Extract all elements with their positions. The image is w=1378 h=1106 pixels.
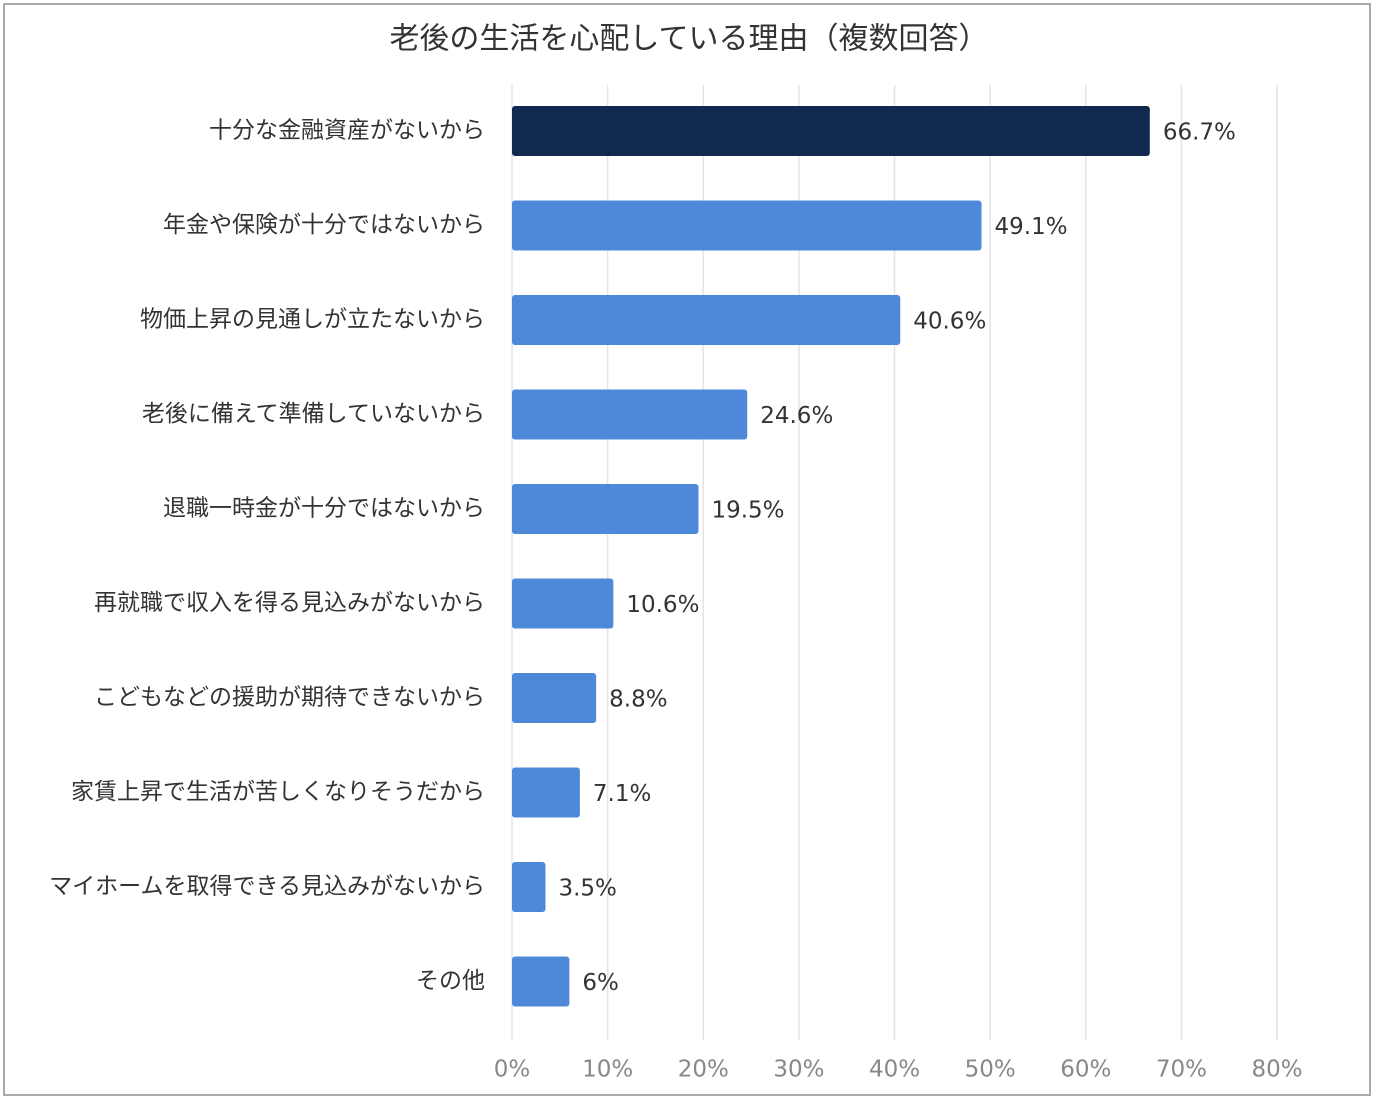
bar: [512, 673, 597, 723]
bar: [512, 767, 580, 818]
chart-title: 老後の生活を心配している理由（複数回答）: [389, 22, 988, 57]
y-tick-label: 年金や保険が十分ではないから: [163, 212, 485, 238]
y-tick-label: その他: [416, 968, 485, 994]
x-tick-label: 10%: [582, 1057, 633, 1083]
x-tick-label: 70%: [1156, 1057, 1207, 1083]
y-tick-label: マイホームを取得できる見込みがないから: [49, 874, 485, 900]
value-label: 24.6%: [760, 403, 833, 429]
frame: [3, 3, 1371, 1096]
value-label: 10.6%: [626, 592, 699, 618]
x-tick-label: 40%: [869, 1057, 920, 1083]
value-label: 49.1%: [995, 214, 1068, 240]
value-label: 3.5%: [558, 876, 616, 902]
x-tick-label: 30%: [773, 1057, 824, 1083]
y-tick-label: 家賃上昇で生活が苦しくなりそうだから: [71, 779, 485, 805]
bar: [512, 862, 546, 912]
value-label: 8.8%: [609, 687, 667, 713]
y-tick-label: 老後に備えて準備していないから: [142, 401, 485, 427]
value-label: 40.6%: [913, 309, 986, 335]
x-tick-label: 20%: [678, 1057, 729, 1083]
bar: [512, 956, 570, 1007]
x-tick-label: 0%: [494, 1057, 531, 1083]
x-tick-label: 50%: [965, 1057, 1016, 1083]
y-tick-label: 十分な金融資産がないから: [209, 118, 485, 144]
value-label: 66.7%: [1163, 120, 1236, 146]
y-tick-label: 再就職で収入を得る見込みがないから: [94, 590, 485, 616]
bar: [512, 200, 982, 251]
x-tick-label: 80%: [1251, 1057, 1302, 1083]
y-tick-label: こどもなどの援助が期待できないから: [94, 685, 485, 711]
value-label: 7.1%: [593, 781, 651, 807]
bar: [512, 106, 1150, 156]
bar: [512, 484, 699, 534]
y-tick-label: 退職一時金が十分ではないから: [163, 496, 485, 522]
y-tick-label: 物価上昇の見通しが立たないから: [140, 307, 485, 333]
bar: [512, 578, 614, 629]
value-label: 6%: [582, 970, 619, 996]
value-label: 19.5%: [711, 498, 784, 524]
bar: [512, 389, 748, 440]
bar: [512, 295, 901, 345]
x-tick-label: 60%: [1060, 1057, 1111, 1083]
